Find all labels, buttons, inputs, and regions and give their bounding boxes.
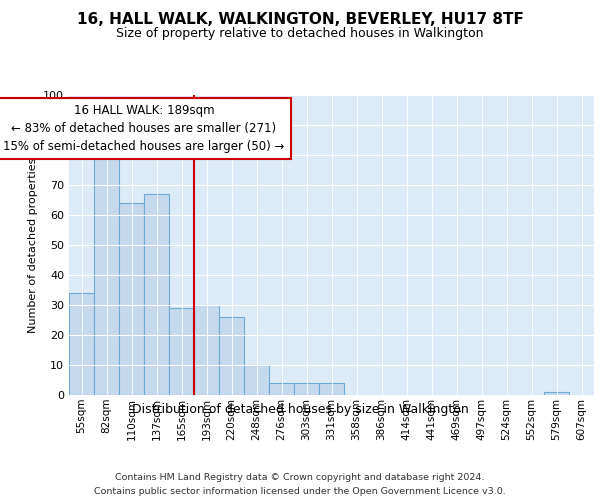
Bar xyxy=(269,383,294,395)
Bar xyxy=(294,383,319,395)
Text: 16 HALL WALK: 189sqm
← 83% of detached houses are smaller (271)
15% of semi-deta: 16 HALL WALK: 189sqm ← 83% of detached h… xyxy=(4,104,284,153)
Bar xyxy=(194,305,219,395)
Y-axis label: Number of detached properties: Number of detached properties xyxy=(28,158,38,332)
Text: Contains public sector information licensed under the Open Government Licence v3: Contains public sector information licen… xyxy=(94,488,506,496)
Text: 16, HALL WALK, WALKINGTON, BEVERLEY, HU17 8TF: 16, HALL WALK, WALKINGTON, BEVERLEY, HU1… xyxy=(77,12,523,28)
Bar xyxy=(69,293,94,395)
Text: Distribution of detached houses by size in Walkington: Distribution of detached houses by size … xyxy=(131,402,469,415)
Bar xyxy=(319,383,344,395)
Bar xyxy=(144,194,169,395)
Bar xyxy=(244,365,269,395)
Text: Size of property relative to detached houses in Walkington: Size of property relative to detached ho… xyxy=(116,28,484,40)
Bar xyxy=(119,203,144,395)
Bar xyxy=(544,392,569,395)
Bar xyxy=(94,149,119,395)
Bar xyxy=(169,308,194,395)
Text: Contains HM Land Registry data © Crown copyright and database right 2024.: Contains HM Land Registry data © Crown c… xyxy=(115,472,485,482)
Bar xyxy=(219,317,244,395)
